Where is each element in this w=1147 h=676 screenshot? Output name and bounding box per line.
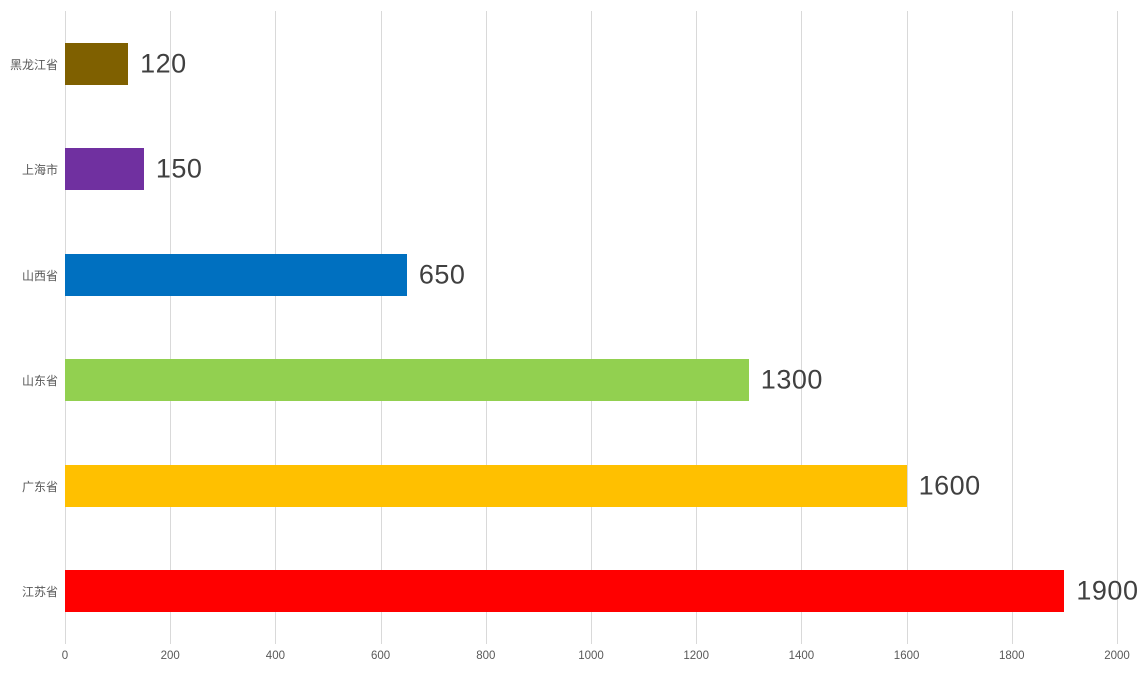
value-label: 1600: [918, 470, 981, 501]
x-tick-label: 1200: [683, 650, 709, 662]
bar-上海市: [65, 148, 144, 191]
x-tick-label: 800: [476, 650, 496, 662]
category-label: 广东省: [21, 479, 58, 494]
category-label: 山西省: [21, 268, 58, 283]
x-tick-label: 200: [160, 650, 180, 662]
bar-row: 1600: [65, 433, 1117, 539]
x-tick-label: 2000: [1104, 650, 1130, 662]
gridline: [485, 11, 487, 644]
gridline: [1117, 11, 1118, 644]
gridline: [801, 11, 803, 644]
bar-row: 650: [65, 222, 1117, 328]
gridline: [906, 11, 908, 644]
bar-山东省: [65, 359, 749, 402]
gridline: [380, 11, 382, 644]
value-label: 120: [140, 48, 187, 79]
value-label: 1300: [760, 364, 823, 395]
category-label: 山东省: [21, 374, 58, 389]
x-tick-label: 1400: [788, 650, 815, 662]
x-tick-label: 1000: [578, 650, 604, 662]
x-tick-label: 400: [265, 650, 285, 662]
bar-广东省: [65, 464, 907, 507]
value-label: 150: [155, 153, 203, 184]
bar-row: 1900: [65, 539, 1138, 645]
x-tick-label: 1600: [893, 650, 920, 662]
x-tick-label: 0: [61, 650, 69, 662]
category-label: 黑龙江省: [9, 57, 58, 72]
bar-山西省: [65, 253, 407, 296]
bar-row: 120: [65, 11, 1117, 117]
gridline: [1011, 11, 1013, 644]
value-label: 1900: [1076, 575, 1139, 606]
gridline: [65, 11, 66, 644]
gridline: [275, 11, 277, 644]
gridline: [170, 11, 172, 644]
category-label: 江苏省: [21, 585, 58, 600]
bar-江苏省: [65, 570, 1065, 613]
plot-area: 120 150 650 1300 1600 1900: [65, 11, 1138, 645]
gridline: [591, 11, 592, 644]
bar-row: 150: [65, 117, 1117, 223]
x-tick-label: 600: [371, 650, 391, 662]
x-tick-label: 1800: [999, 650, 1025, 662]
gridline: [696, 11, 698, 644]
bar-row: 1300: [65, 328, 1117, 434]
bar-黑龙江省: [65, 42, 129, 85]
value-label: 650: [418, 259, 466, 290]
category-label: 上海市: [21, 163, 58, 178]
